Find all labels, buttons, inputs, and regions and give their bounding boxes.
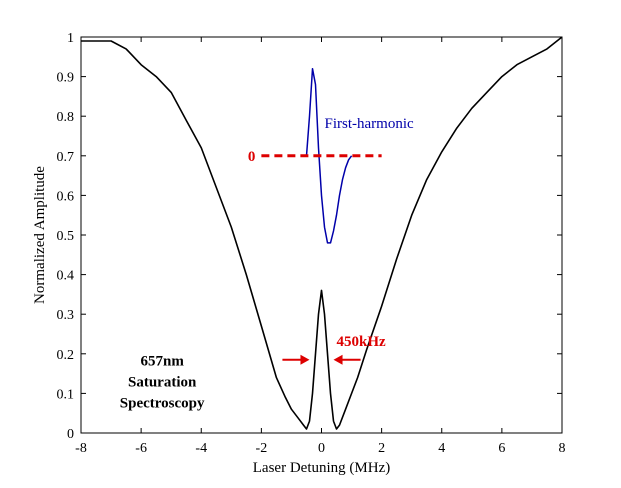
y-tick-label: 1 [67,31,74,46]
first-harmonic-line [305,67,353,244]
x-tick-label: -2 [256,441,268,456]
plot-frame [80,36,563,434]
tick-labels: -8 -6 -4 -2 0 2 4 6 8 0 0.1 0.2 0.3 0.4 0.5 0.6 0.7 0.8 0.… [57,31,566,456]
linewidth-label: 450kHz [337,334,387,350]
y-tick-label: 0.9 [57,71,75,86]
corner-caption-line: Saturation [128,375,197,391]
x-tick-label: 2 [378,441,385,456]
x-tick-label: 0 [318,441,325,456]
y-tick-label: 0.6 [57,189,75,204]
corner-caption-line: Spectroscopy [120,396,205,412]
linewidth-arrow-right-head [333,354,343,365]
y-tick-label: 0.8 [57,110,75,125]
first-harmonic-label: First-harmonic [325,116,414,132]
x-tick-label: -4 [195,441,207,456]
y-tick-label: 0.3 [57,308,75,323]
corner-caption-line: 657nm [140,354,184,370]
x-axis-label: Laser Detuning (MHz) [253,460,390,476]
y-tick-label: 0 [67,427,74,442]
x-tick-label: -8 [75,441,87,456]
annotation-layer: 0 First-harmonic 450kHz 657nm Saturation Spec… [120,116,414,412]
x-tick-label: 8 [559,441,566,456]
y-axis-label: Normalized Amplitude [32,166,48,304]
linewidth-arrow-left-head [300,354,310,365]
y-tick-label: 0.2 [57,348,75,363]
x-tick-label: 4 [438,441,445,456]
y-tick-label: 0.5 [57,229,75,244]
x-tick-label: -6 [135,441,147,456]
x-tick-label: 6 [498,441,505,456]
y-tick-label: 0.4 [57,269,75,284]
y-tick-label: 0.1 [57,387,75,402]
saturation-spectrum-line [81,36,563,430]
series-layer [81,36,563,430]
zero-label: 0 [248,149,256,165]
y-tick-label: 0.7 [57,150,75,165]
